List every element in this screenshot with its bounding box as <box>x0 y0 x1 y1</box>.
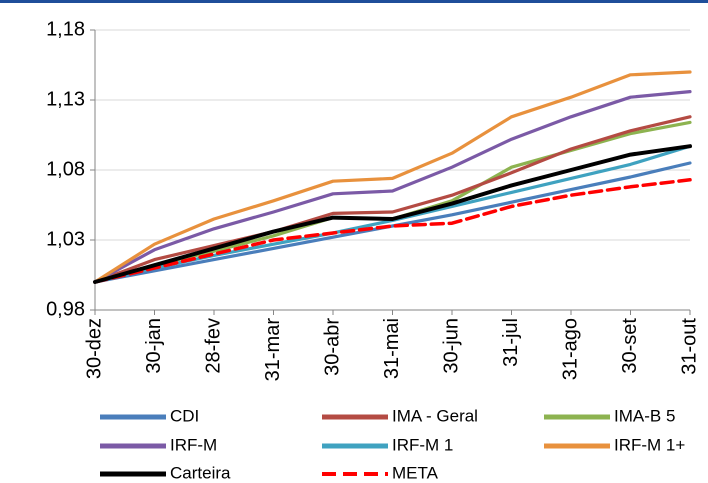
x-tick-label: 30-set <box>619 318 641 374</box>
y-tick-label: 0,98 <box>46 298 85 320</box>
legend: CDI IMA - Geral IMA-B 5 IRF-M IRF-M 1 IRF-M 1… <box>100 406 685 482</box>
x-tick-label: 30-jan <box>143 318 165 374</box>
legend-label-meta: META <box>392 463 439 482</box>
legend-label-irf-m-1-: IRF-M 1+ <box>614 435 685 454</box>
series-line-irf-m <box>93 89 692 284</box>
x-tick-label: 28-fev <box>202 318 224 374</box>
series-line-irf-m-1- <box>93 70 692 284</box>
series-line-meta <box>93 178 692 284</box>
tick-labels: 0,98 1,03 1,08 1,13 1,18 30-dez 30-jan 28-fev 31… <box>46 18 700 381</box>
legend-label-irf-m-1: IRF-M 1 <box>392 435 453 454</box>
x-tick-label: 31-mar <box>262 318 284 382</box>
x-tick-label: 31-ago <box>559 318 581 380</box>
x-tick-label: 31-jul <box>500 318 522 367</box>
y-tick-label: 1,08 <box>46 158 85 180</box>
series-line-ima-geral <box>93 115 692 284</box>
legend-label-ima-b-5: IMA-B 5 <box>614 406 675 425</box>
x-tick-label: 30-abr <box>321 318 343 376</box>
series-line-carteira <box>93 144 692 284</box>
x-tick-label: 31-out <box>678 318 700 375</box>
y-tick-label: 1,18 <box>46 18 85 40</box>
y-tick-label: 1,13 <box>46 88 85 110</box>
x-tick-label: 30-jun <box>440 318 462 374</box>
legend-label-irf-m: IRF-M <box>170 435 217 454</box>
legend-label-cdi: CDI <box>170 406 199 425</box>
y-tick-label: 1,03 <box>46 228 85 250</box>
series-lines <box>93 70 692 284</box>
axes <box>90 29 691 315</box>
series-line-cdi <box>93 161 692 284</box>
legend-label-ima-geral: IMA - Geral <box>392 406 478 425</box>
legend-label-carteira: Carteira <box>170 463 231 482</box>
x-tick-label: 31-mai <box>381 318 403 379</box>
top-rule <box>0 0 708 3</box>
x-tick-label: 30-dez <box>83 318 105 379</box>
